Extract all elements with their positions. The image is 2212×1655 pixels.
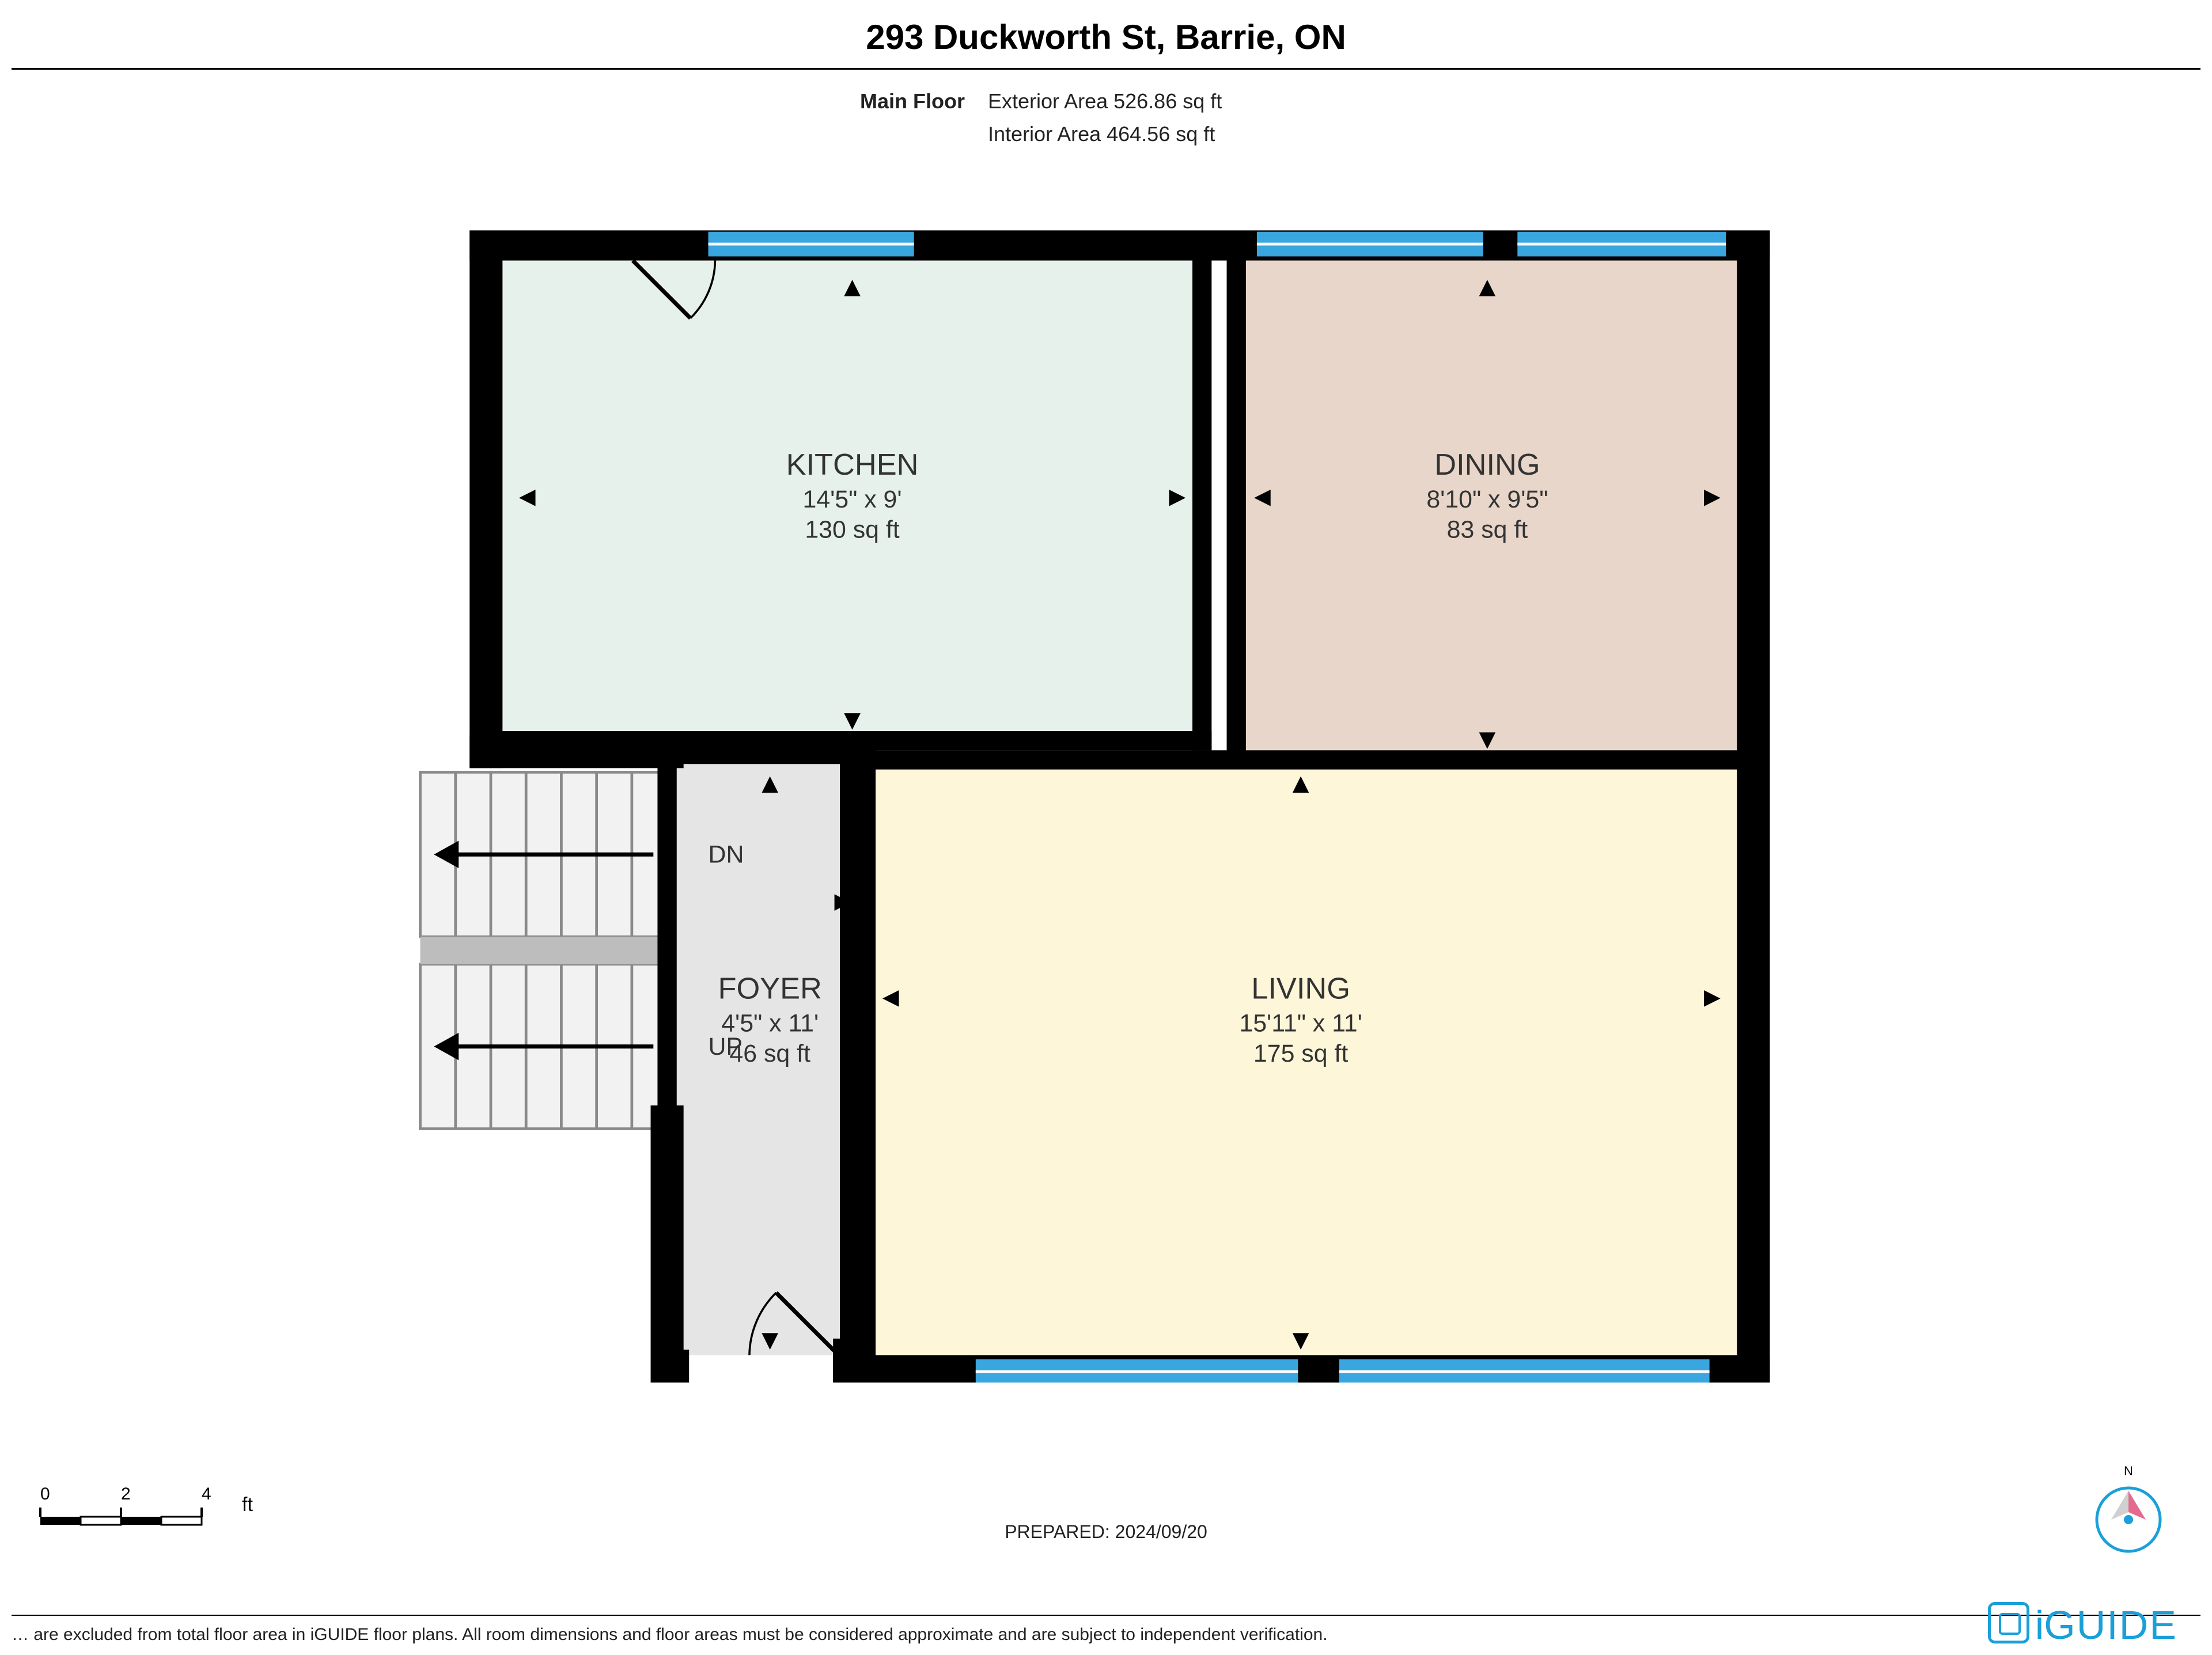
room-area-foyer: 46 sq ft [729,1040,810,1067]
room-area-kitchen: 130 sq ft [805,516,899,543]
prepared-date: PREPARED: 2024/09/20 [0,1521,2212,1543]
compass-north-label: N [2124,1465,2133,1478]
exterior-area: Exterior Area 526.86 sq ft [988,89,1222,113]
floor-plan: DNUPKITCHEN14'5" x 9'130 sq ftDINING8'10… [415,230,1797,1383]
compass: N [2091,1465,2166,1557]
room-name-living: LIVING [1251,972,1350,1005]
logo-icon [1988,1602,2029,1643]
iguide-logo: iGUIDE [1988,1602,2177,1648]
room-dims-kitchen: 14'5" x 9' [802,486,902,513]
page-title: 293 Duckworth St, Barrie, ON [0,17,2212,57]
room-dims-living: 15'11" x 11' [1239,1009,1362,1037]
room-dims-dining: 8'10" x 9'5" [1426,486,1548,513]
floor-summary-line2: x Interior Area 464.56 sq ft [0,122,2212,146]
room-name-kitchen: KITCHEN [786,448,919,482]
stair-label-dn: DN [709,841,744,869]
scale-tick-1: 2 [121,1484,131,1503]
scale-unit: ft [242,1494,253,1516]
room-name-foyer: FOYER [718,972,821,1005]
scale-tick-0: 0 [40,1484,50,1503]
room-name-dining: DINING [1434,448,1540,482]
interior-area: Interior Area 464.56 sq ft [988,122,1215,146]
floor-label: Main Floor [798,89,965,113]
title-divider [12,68,2200,70]
floor-summary-line1: Main Floor Exterior Area 526.86 sq ft [0,89,2212,113]
scale-tick-2: 4 [202,1484,211,1503]
room-area-dining: 83 sq ft [1447,516,1528,543]
room-area-living: 175 sq ft [1253,1040,1348,1067]
stair-landing [421,937,668,964]
disclaimer: … are excluded from total floor area in … [12,1615,2200,1645]
room-dims-foyer: 4'5" x 11' [721,1009,819,1037]
